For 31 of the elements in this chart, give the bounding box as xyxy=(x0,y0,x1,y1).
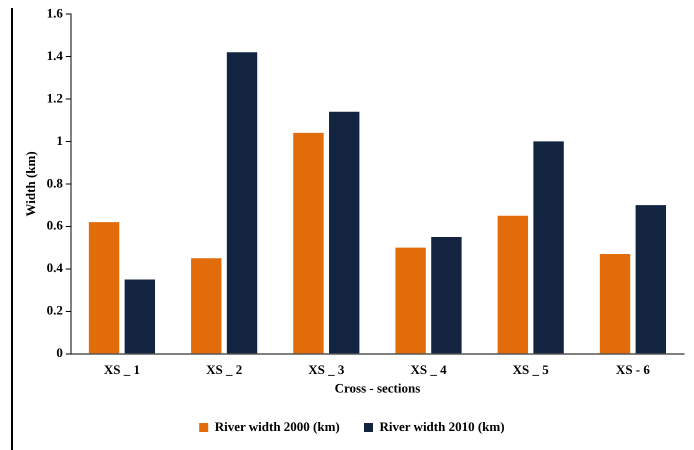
y-tick-label: 1 xyxy=(56,132,63,148)
y-tick-label: 0.4 xyxy=(46,260,64,276)
bar xyxy=(395,248,426,354)
x-tick-label: XS _ 4 xyxy=(410,362,448,377)
x-axis-title: Cross - sections xyxy=(334,380,420,396)
y-tick-label: 1.2 xyxy=(46,90,63,106)
y-tick-label: 0.8 xyxy=(46,175,64,190)
bar xyxy=(226,52,258,354)
y-axis-title: Width (km) xyxy=(23,151,38,216)
bar xyxy=(191,258,222,354)
legend-label: River width 2000 (km) xyxy=(214,418,340,434)
bar xyxy=(600,254,630,354)
x-tick-label: XS _ 5 xyxy=(512,362,550,377)
x-tick-label: XS - 6 xyxy=(616,362,650,377)
legend-label: River width 2010 (km) xyxy=(380,418,505,434)
bar xyxy=(88,222,120,354)
bar xyxy=(636,205,666,354)
bar xyxy=(124,279,156,354)
y-tick-label: 1.4 xyxy=(46,48,64,63)
x-tick-label: XS _ 2 xyxy=(206,362,242,377)
bar xyxy=(329,112,360,354)
y-tick-label: 0.6 xyxy=(46,218,64,233)
bar xyxy=(498,216,528,354)
x-tick-label: XS _ 3 xyxy=(308,362,345,377)
bar xyxy=(293,132,324,354)
x-tick-label: XS _ 1 xyxy=(104,362,140,377)
bar xyxy=(431,236,462,354)
y-tick-label: 0.2 xyxy=(46,302,63,318)
bar xyxy=(533,141,564,354)
y-tick-label: 1.6 xyxy=(46,5,64,20)
y-tick-label: 0 xyxy=(56,345,63,360)
